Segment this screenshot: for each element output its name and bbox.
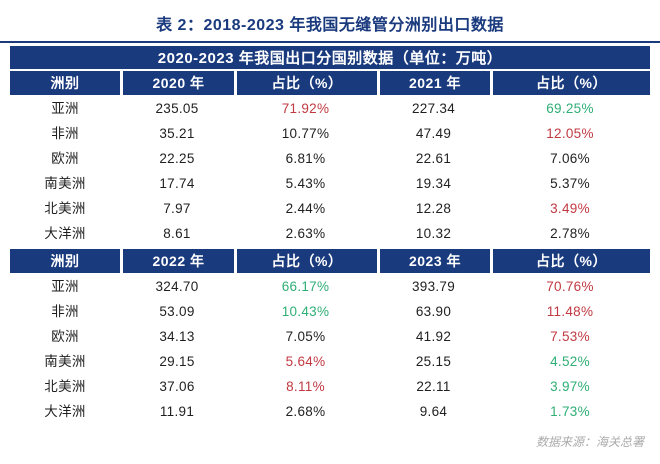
- value-cell: 17.74: [159, 176, 195, 191]
- value-cell: 9.64: [419, 404, 448, 419]
- percent-cell: 66.17%: [281, 279, 330, 294]
- percent-cell: 2.68%: [285, 404, 326, 419]
- percent-cell: 7.53%: [550, 329, 590, 344]
- percent-cell: 5.37%: [550, 176, 590, 191]
- region-cell: 欧洲: [51, 329, 79, 344]
- value-cell: 41.92: [415, 329, 452, 344]
- value-cell: 10.32: [415, 226, 452, 241]
- region-cell: 南美洲: [44, 176, 86, 191]
- title-divider: [0, 41, 660, 43]
- table-row: 亚洲 235.05 71.92% 227.34 69.25%: [10, 96, 650, 121]
- value-cell: 47.49: [415, 126, 452, 141]
- percent-cell: 8.11%: [286, 379, 325, 394]
- value-cell: 7.97: [163, 201, 191, 216]
- percent-cell: 1.73%: [550, 404, 590, 419]
- percent-cell: 2.78%: [550, 226, 590, 241]
- percent-cell: 11.48%: [546, 304, 594, 319]
- table-row: 欧洲 22.25 6.81% 22.61 7.06%: [10, 146, 650, 171]
- data-source-note: 数据来源：海关总署: [535, 435, 644, 449]
- value-cell: 393.79: [411, 279, 456, 294]
- value-cell: 53.09: [159, 304, 195, 319]
- percent-cell: 4.52%: [550, 354, 590, 369]
- percent-cell: 3.49%: [550, 201, 590, 216]
- region-cell: 北美洲: [44, 201, 86, 216]
- value-cell: 324.70: [155, 279, 199, 294]
- column-header-cell: 洲别: [10, 71, 120, 95]
- column-header-cell: 占比（%）: [490, 249, 650, 273]
- region-cell: 非洲: [51, 304, 79, 319]
- value-cell: 12.28: [415, 201, 452, 216]
- table-row: 北美洲 37.06 8.11% 22.11 3.97%: [10, 374, 650, 399]
- region-cell: 北美洲: [44, 379, 86, 394]
- percent-cell: 70.76%: [546, 279, 594, 294]
- column-header-cell: 占比（%）: [234, 249, 377, 273]
- region-cell: 大洋洲: [44, 226, 86, 241]
- table-sections: 洲别 2020 年占比（%） 2021 年占比（%） 亚洲 235.05 71.92% 22…: [10, 71, 650, 424]
- table-row: 大洋洲 8.61 2.63% 10.32 2.78%: [10, 221, 650, 246]
- percent-cell: 2.44%: [285, 201, 326, 216]
- percent-cell: 6.81%: [285, 151, 326, 166]
- region-cell: 大洋洲: [44, 404, 86, 419]
- column-header-cell: 占比（%）: [234, 71, 377, 95]
- value-cell: 235.05: [155, 101, 199, 116]
- value-cell: 37.06: [159, 379, 195, 394]
- percent-cell: 12.05%: [546, 126, 594, 141]
- percent-cell: 5.64%: [285, 354, 326, 369]
- percent-cell: 2.63%: [285, 226, 326, 241]
- value-cell: 29.15: [159, 354, 195, 369]
- percent-cell: 10.77%: [281, 126, 330, 141]
- value-cell: 35.21: [159, 126, 195, 141]
- value-cell: 22.25: [159, 151, 195, 166]
- table-row: 欧洲 34.13 7.05% 41.92 7.53%: [10, 324, 650, 349]
- value-cell: 25.15: [415, 354, 452, 369]
- value-cell: 227.34: [411, 101, 456, 116]
- column-header-cell: 2021 年: [377, 71, 490, 95]
- region-cell: 非洲: [51, 126, 79, 141]
- value-cell: 11.91: [159, 404, 195, 419]
- region-cell: 南美洲: [44, 354, 86, 369]
- region-cell: 亚洲: [51, 279, 79, 294]
- table-row: 非洲 35.21 10.77% 47.49 12.05%: [10, 121, 650, 146]
- table-row: 南美洲 17.74 5.43% 19.34 5.37%: [10, 171, 650, 196]
- value-cell: 8.61: [163, 226, 191, 241]
- region-cell: 亚洲: [51, 101, 79, 116]
- percent-cell: 69.25%: [546, 101, 594, 116]
- column-header-row: 洲别 2020 年占比（%） 2021 年占比（%）: [10, 71, 650, 95]
- percent-cell: 7.05%: [285, 329, 326, 344]
- column-header-cell: 2022 年: [120, 249, 234, 273]
- percent-cell: 7.06%: [550, 151, 590, 166]
- table-main-header: 2020-2023 年我国出口分国别数据（单位：万吨）: [10, 46, 650, 71]
- table-row: 非洲 53.09 10.43% 63.90 11.48%: [10, 299, 650, 324]
- export-data-table: 2020-2023 年我国出口分国别数据（单位：万吨） 洲别 2020 年占比（%…: [10, 46, 650, 424]
- value-cell: 22.61: [415, 151, 452, 166]
- value-cell: 19.34: [415, 176, 452, 191]
- table-row: 南美洲 29.15 5.64% 25.15 4.52%: [10, 349, 650, 374]
- table-row: 亚洲 324.70 66.17% 393.79 70.76%: [10, 274, 650, 299]
- percent-cell: 71.92%: [281, 101, 330, 116]
- table-row: 大洋洲 11.91 2.68% 9.64 1.73%: [10, 399, 650, 424]
- column-header-cell: 占比（%）: [490, 71, 650, 95]
- column-header-cell: 2020 年: [120, 71, 234, 95]
- value-cell: 63.90: [415, 304, 452, 319]
- percent-cell: 3.97%: [550, 379, 590, 394]
- percent-cell: 10.43%: [281, 304, 330, 319]
- column-header-row: 洲别 2022 年占比（%） 2023 年占比（%）: [10, 249, 650, 273]
- value-cell: 22.11: [416, 379, 451, 394]
- percent-cell: 5.43%: [285, 176, 326, 191]
- region-cell: 欧洲: [51, 151, 79, 166]
- column-header-cell: 洲别: [10, 249, 120, 273]
- column-header-cell: 2023 年: [377, 249, 490, 273]
- page-title: 表 2：2018-2023 年我国无缝管分洲别出口数据: [156, 17, 504, 34]
- value-cell: 34.13: [159, 329, 195, 344]
- table-row: 北美洲 7.97 2.44% 12.28 3.49%: [10, 196, 650, 221]
